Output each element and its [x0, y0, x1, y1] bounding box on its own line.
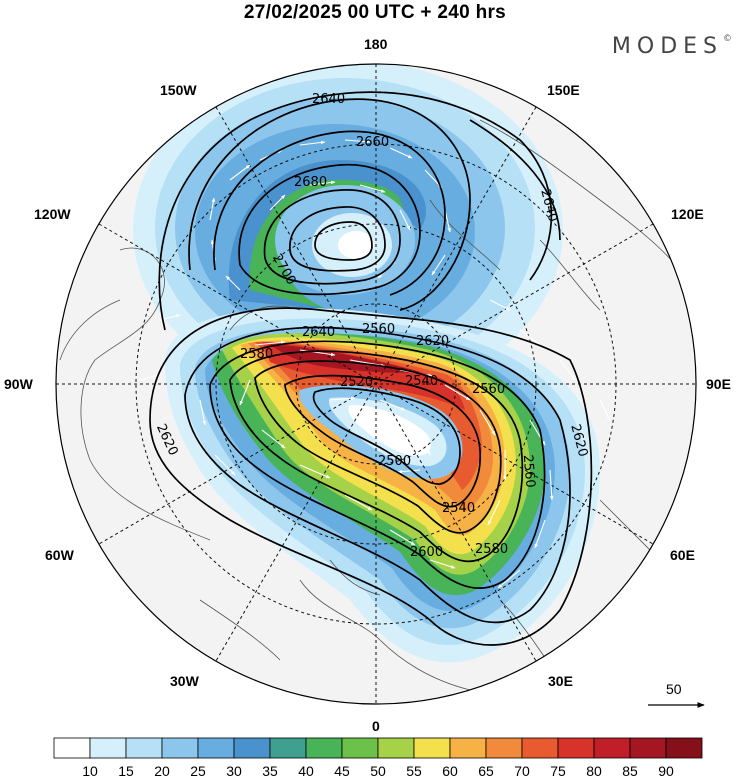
lon-label-60w: 60W — [45, 547, 75, 563]
modes-logo: MODES© — [611, 34, 732, 59]
reference-vector-label: 50 — [666, 681, 682, 697]
colorbar-tick-label: 25 — [190, 763, 206, 779]
lon-label-0: 0 — [372, 718, 380, 734]
lon-label-120e: 120E — [671, 206, 704, 222]
colorbar-tick-label: 90 — [658, 763, 674, 779]
map-title: 27/02/2025 00 UTC + 240 hrs — [243, 2, 507, 23]
contour-label: 2600 — [410, 545, 443, 560]
colorbar-tick-label: 70 — [514, 763, 530, 779]
contour-label: 2500 — [378, 454, 411, 469]
colorbar-tick-label: 10 — [82, 763, 98, 779]
contour-label: 2580 — [475, 542, 508, 557]
colorbar-swatch — [413, 737, 451, 759]
colorbar-swatch — [269, 737, 307, 759]
colorbar-tick-label: 45 — [334, 763, 350, 779]
colorbar-swatch — [89, 737, 127, 759]
colorbar-swatch — [377, 737, 415, 759]
colorbar-swatch — [53, 737, 91, 759]
lon-label-30w: 30W — [170, 673, 200, 689]
graticule — [56, 64, 696, 704]
lon-label-90e: 90E — [706, 376, 731, 392]
colorbar-swatch — [485, 737, 523, 759]
lon-label-120w: 120W — [34, 206, 71, 222]
contour-label: 2540 — [405, 374, 438, 389]
colorbar-tick-label: 80 — [586, 763, 602, 779]
colorbar-swatch — [557, 737, 595, 759]
lon-label-150e: 150E — [547, 82, 580, 98]
colorbar-tick-label: 75 — [550, 763, 566, 779]
lon-label-150w: 150W — [160, 82, 197, 98]
lon-label-90w: 90W — [4, 376, 34, 392]
longitude-labels: 180 150E 120E 90E 60E 30E 0 30W 60W 90W … — [4, 36, 731, 734]
colorbar-swatch — [593, 737, 631, 759]
contour-label: 2640 — [312, 92, 345, 107]
colorbar-swatch — [521, 737, 559, 759]
height-contours — [149, 91, 593, 646]
colorbar-tick-label: 35 — [262, 763, 278, 779]
contour-label: 2620 — [416, 334, 449, 349]
colorbar-tick-label: 40 — [298, 763, 314, 779]
lon-label-60e: 60E — [670, 547, 695, 563]
lon-label-30e: 30E — [548, 673, 573, 689]
contour-label: 2560 — [520, 454, 538, 488]
colorbar-swatch — [233, 737, 271, 759]
colorbar-swatch — [665, 737, 703, 759]
colorbar-tick-label: 20 — [154, 763, 170, 779]
colorbar-tick-label: 65 — [478, 763, 494, 779]
colorbar-tick-label: 50 — [370, 763, 386, 779]
colorbar-tick-label: 55 — [406, 763, 422, 779]
colorbar-swatch — [161, 737, 199, 759]
colorbar-tick-label: 30 — [226, 763, 242, 779]
contour-label: 2540 — [442, 501, 475, 516]
contour-label: 2560 — [472, 382, 505, 397]
contour-label: 2660 — [356, 135, 389, 150]
map-boundary — [55, 63, 697, 705]
lon-label-180: 180 — [364, 36, 388, 52]
colorbar-tick-label: 60 — [442, 763, 458, 779]
contour-label: 2560 — [362, 322, 395, 337]
contour-label: 2520 — [340, 375, 373, 390]
contour-label: 2680 — [294, 175, 327, 190]
colorbar-swatch — [629, 737, 667, 759]
contour-label: 2580 — [240, 347, 273, 362]
colorbar-swatch — [125, 737, 163, 759]
colorbar-swatch — [305, 737, 343, 759]
colorbar-swatch — [449, 737, 487, 759]
colorbar: 10 15 20 25 30 35 40 45 50 55 60 65 70 75 80 85 90 — [53, 737, 703, 779]
colorbar-tick-label: 15 — [118, 763, 134, 779]
colorbar-swatch — [341, 737, 379, 759]
colorbar-swatch — [197, 737, 235, 759]
colorbar-tick-label: 85 — [622, 763, 638, 779]
contour-label: 2640 — [302, 325, 335, 340]
